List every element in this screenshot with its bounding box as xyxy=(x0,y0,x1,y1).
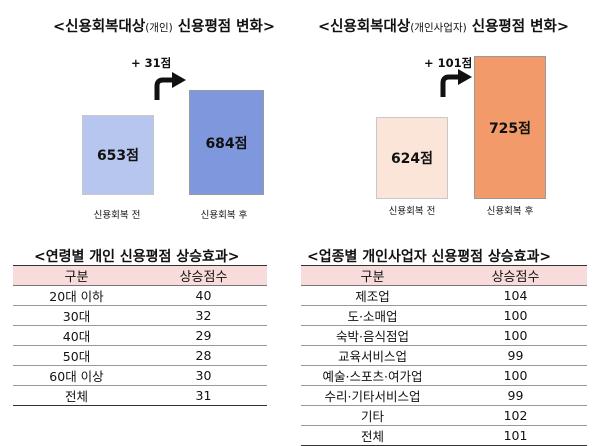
chart2-up-arrow-icon xyxy=(440,69,472,97)
age-cell: 60대 이상 xyxy=(13,365,140,386)
score-cell: 99 xyxy=(444,345,587,366)
industry-cell: 제조업 xyxy=(301,285,444,306)
table-row: 기타 102 xyxy=(301,405,587,426)
score-cell: 40 xyxy=(140,285,267,306)
chart1-increase-label: + 31점 xyxy=(131,56,172,70)
score-cell: 100 xyxy=(444,325,587,346)
age-table: 구분 상승점수 20대 이하 40 30대 32 40대 29 50대 28 60대 이… xyxy=(13,265,267,406)
industry-table: 구분 상승점수 제조업 104 도·소매업 100 숙박·음식점업 100 교육서비스… xyxy=(301,265,587,446)
industry-cell: 기타 xyxy=(301,405,444,426)
score-cell: 100 xyxy=(444,305,587,326)
industry-cell: 예술·스포츠·여가업 xyxy=(301,365,444,386)
chart1-category-after: 신용회복 후 xyxy=(200,210,248,221)
score-cell: 100 xyxy=(444,365,587,386)
chart2-title: <신용회복대상(개인사업자) 신용평점 변화> xyxy=(318,19,569,35)
industry-cell: 수리·기타서비스업 xyxy=(301,385,444,406)
total-score: 101 xyxy=(444,425,587,446)
table-row: 50대 28 xyxy=(13,345,267,366)
total-label: 전체 xyxy=(301,425,444,446)
table-total-row: 전체 101 xyxy=(301,425,587,446)
age-table-header-category: 구분 xyxy=(13,265,140,286)
table-row: 도·소매업 100 xyxy=(301,305,587,326)
chart2-increase-label: + 101점 xyxy=(424,56,473,70)
table-row: 30대 32 xyxy=(13,305,267,326)
score-cell: 99 xyxy=(444,385,587,406)
score-cell: 32 xyxy=(140,305,267,326)
table-total-row: 전체 31 xyxy=(13,385,267,406)
chart1-bar-after-label: 684점 xyxy=(205,135,248,152)
industry-cell: 도·소매업 xyxy=(301,305,444,326)
score-cell: 29 xyxy=(140,325,267,346)
industry-table-header: 구분 상승점수 xyxy=(301,265,587,286)
industry-cell: 숙박·음식점업 xyxy=(301,325,444,346)
age-cell: 50대 xyxy=(13,345,140,366)
table-row: 20대 이하 40 xyxy=(13,285,267,306)
chart2-category-after: 신용회복 후 xyxy=(486,206,534,217)
chart2-bar-after: 725점 xyxy=(474,56,546,199)
industry-table-header-score: 상승점수 xyxy=(444,265,587,286)
chart1-title: <신용회복대상(개인) 신용평점 변화> xyxy=(53,19,276,35)
chart1-bar-before: 653점 xyxy=(82,115,154,195)
table-row: 숙박·음식점업 100 xyxy=(301,325,587,346)
chart1-bar-before-label: 653점 xyxy=(96,148,140,164)
chart2-bar-after-label: 725점 xyxy=(488,120,532,137)
score-cell: 104 xyxy=(444,285,587,306)
chart1-bar-after: 684점 xyxy=(189,90,264,195)
chart1-up-arrow-icon xyxy=(154,72,186,100)
chart2-category-before: 신용회복 전 xyxy=(388,206,436,217)
age-cell: 30대 xyxy=(13,305,140,326)
table-row: 수리·기타서비스업 99 xyxy=(301,385,587,406)
chart2-bar-before-label: 624점 xyxy=(390,151,434,167)
age-table-header-score: 상승점수 xyxy=(140,265,267,286)
chart1-category-before: 신용회복 전 xyxy=(93,210,141,221)
age-table-title: <연령별 개인 신용평점 상승효과> xyxy=(34,249,240,265)
total-score: 31 xyxy=(140,385,267,406)
score-cell: 28 xyxy=(140,345,267,366)
age-table-header: 구분 상승점수 xyxy=(13,265,267,286)
age-cell: 20대 이하 xyxy=(13,285,140,306)
industry-table-title: <업종별 개인사업자 신용평점 상승효과> xyxy=(307,249,552,265)
industry-table-header-category: 구분 xyxy=(301,265,444,286)
table-row: 제조업 104 xyxy=(301,285,587,306)
age-cell: 40대 xyxy=(13,325,140,346)
table-row: 예술·스포츠·여가업 100 xyxy=(301,365,587,386)
score-cell: 102 xyxy=(444,405,587,426)
total-label: 전체 xyxy=(13,385,140,406)
table-row: 40대 29 xyxy=(13,325,267,346)
chart2-bar-before: 624점 xyxy=(376,117,448,199)
table-row: 60대 이상 30 xyxy=(13,365,267,386)
score-cell: 30 xyxy=(140,365,267,386)
table-row: 교육서비스업 99 xyxy=(301,345,587,366)
industry-cell: 교육서비스업 xyxy=(301,345,444,366)
